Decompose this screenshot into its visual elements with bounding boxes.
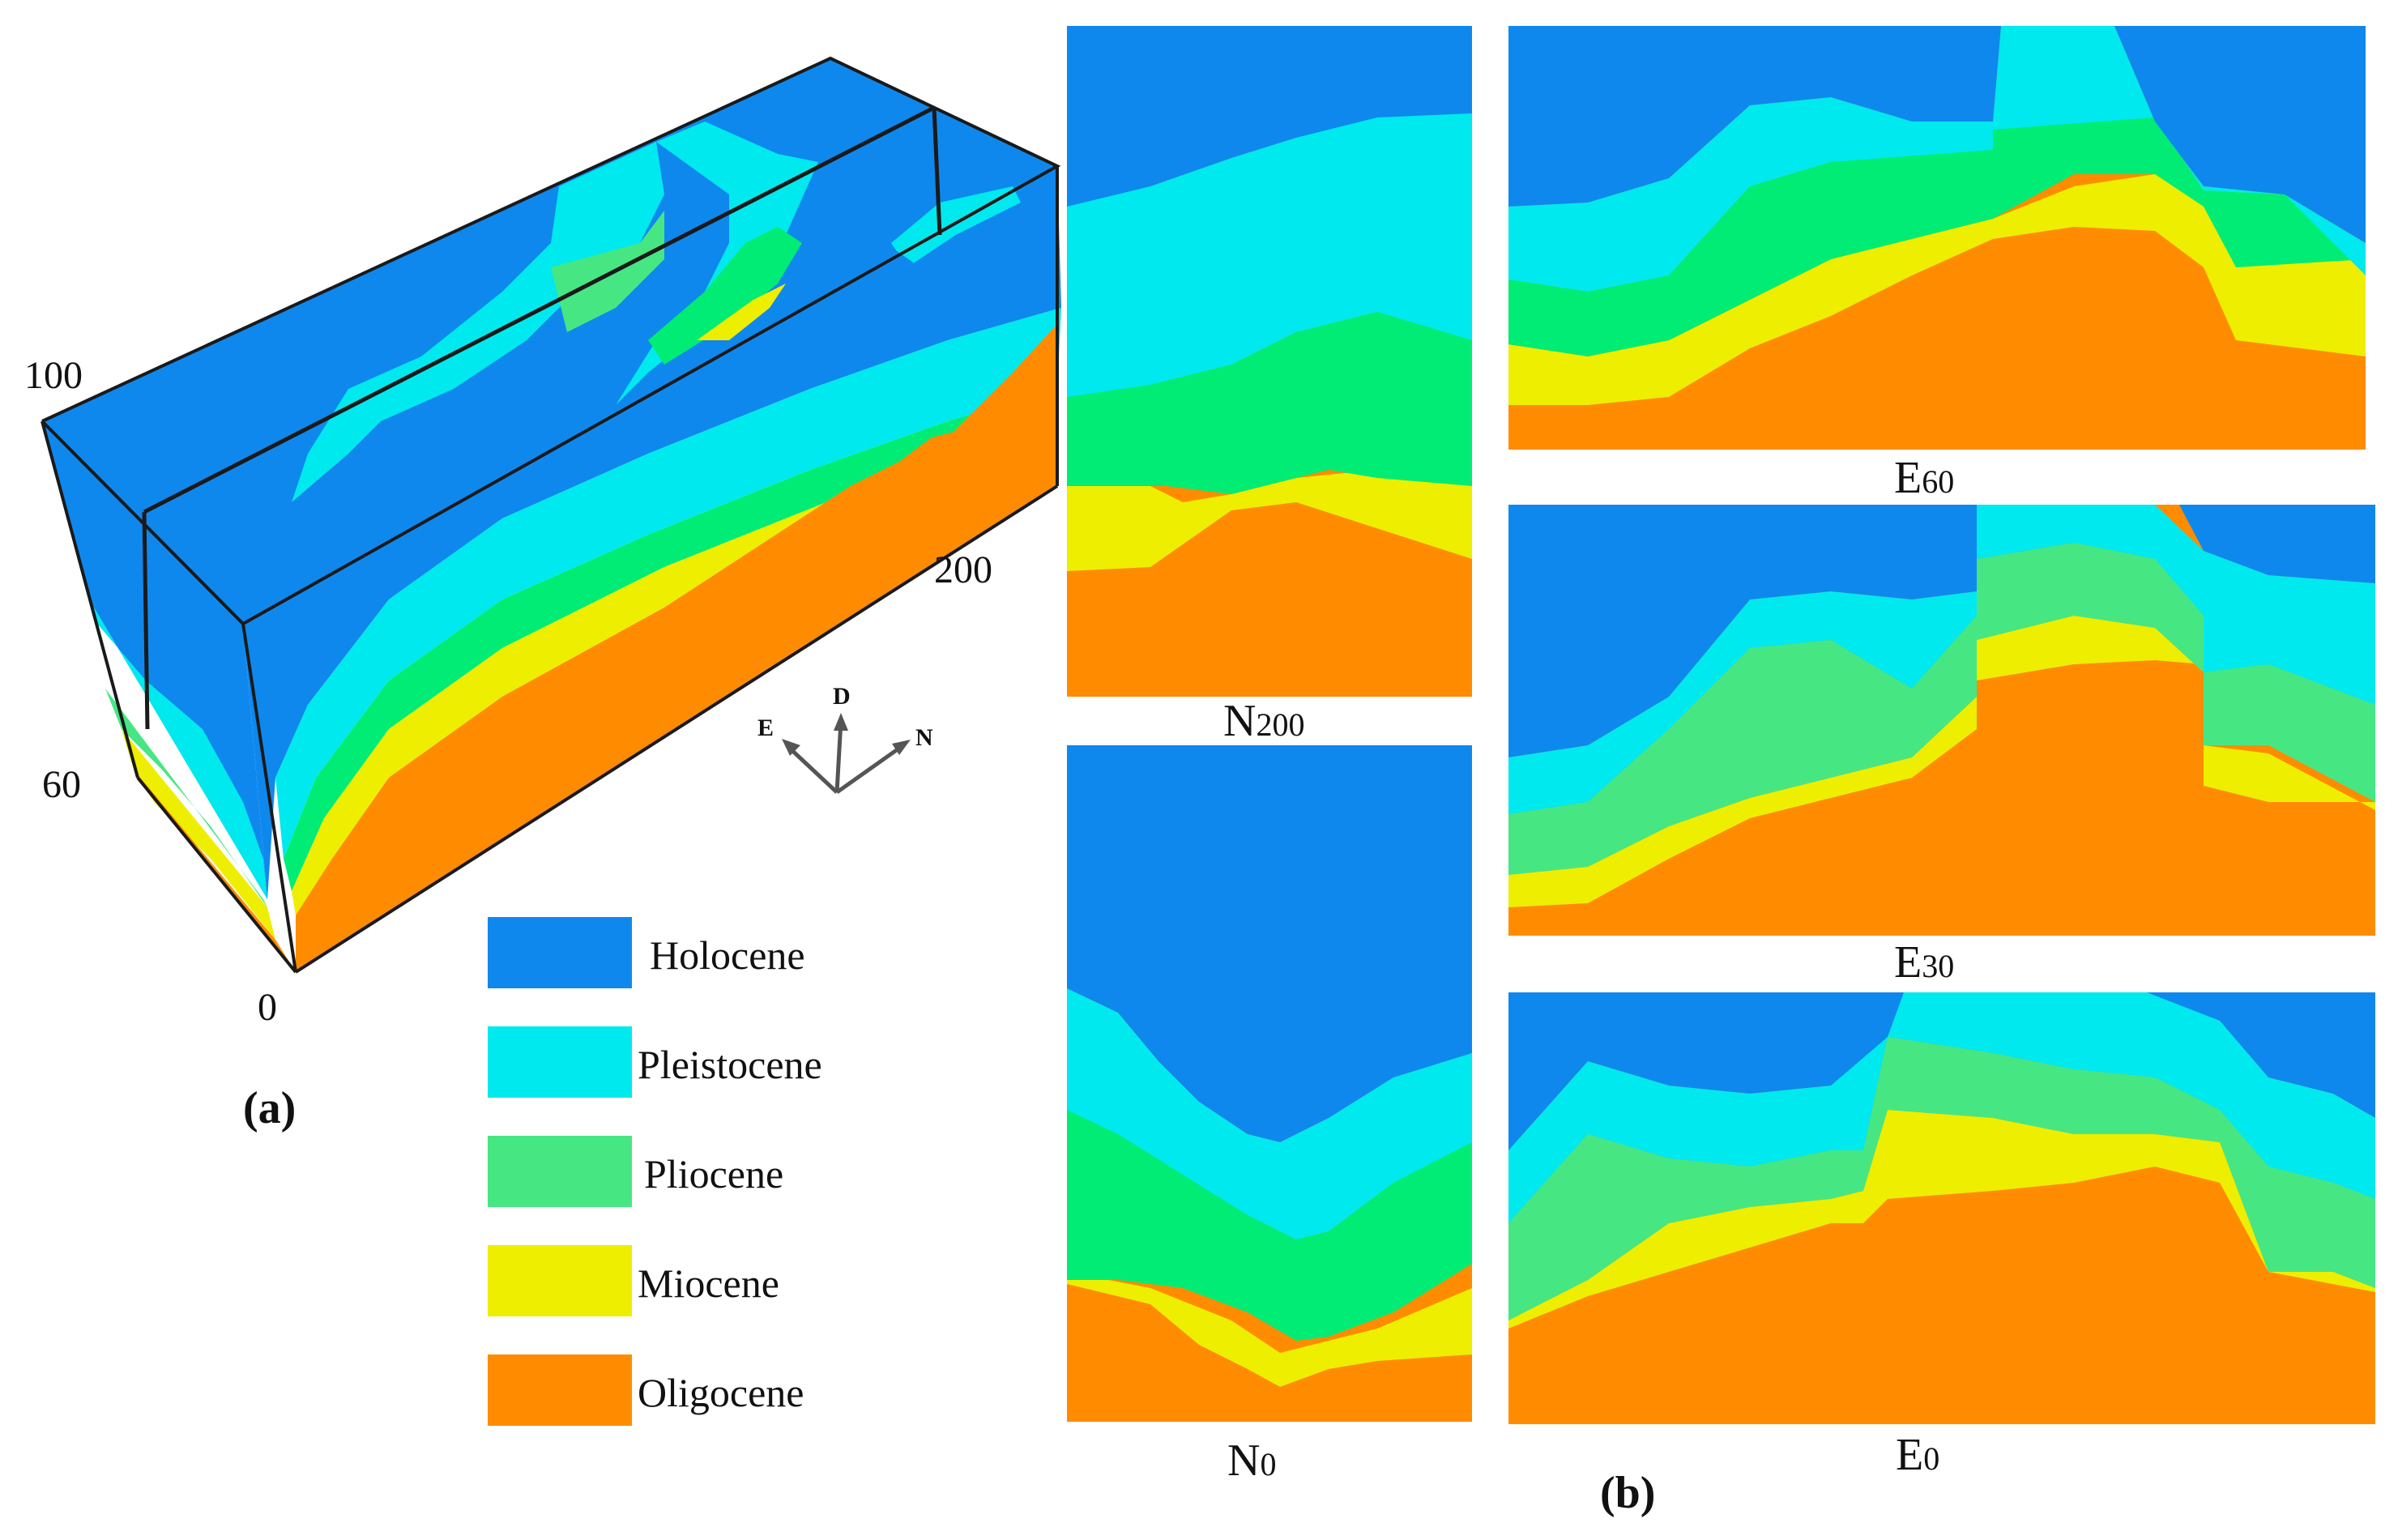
section-label-E30-sub: 30: [1922, 948, 1955, 984]
block-3d: [41, 56, 1061, 974]
direction-label-n: N: [915, 724, 933, 751]
legend-swatch-holocene: [488, 917, 632, 988]
arrow-down-head: [834, 713, 848, 731]
section-label-E30: E30: [1894, 940, 1954, 985]
section-E30: [1508, 505, 2375, 936]
panel-label-a: (a): [243, 1083, 297, 1133]
direction-label-e: E: [757, 715, 774, 741]
section-label-E0-sub: 0: [1923, 1440, 1940, 1477]
section-label-N200-main: N: [1223, 696, 1257, 746]
panel-label-b: (b): [1600, 1468, 1656, 1518]
legend-label-miocene: Miocene: [638, 1261, 779, 1306]
block-front-face: [243, 166, 1061, 972]
legend-swatch-miocene: [488, 1245, 632, 1316]
block-edges: [41, 56, 1061, 974]
legend-label-pleistocene: Pleistocene: [638, 1042, 822, 1087]
section-N0: [1067, 745, 1472, 1422]
block-slice-lines: [142, 105, 942, 730]
section-label-N200-sub: 200: [1256, 706, 1305, 743]
section-N200: [1067, 26, 1472, 697]
arrow-east-head: [782, 739, 800, 756]
section-label-N0: N0: [1227, 1438, 1276, 1483]
section-E0: [1508, 992, 2375, 1424]
direction-indicator: [782, 713, 911, 795]
section-E60: [1508, 26, 2366, 450]
direction-label-d: D: [833, 683, 851, 710]
section-label-N0-main: N: [1227, 1435, 1261, 1486]
legend-label-pliocene: Pliocene: [644, 1151, 784, 1197]
legend-swatch-oligocene: [488, 1354, 632, 1426]
axis-label-0: 0: [258, 986, 277, 1029]
legend-label-oligocene: Oligocene: [638, 1370, 804, 1415]
arrow-down: [834, 720, 843, 793]
arrow-north-head: [892, 740, 911, 755]
section-label-E0: E0: [1896, 1432, 1939, 1478]
axis-label-200: 200: [934, 548, 992, 591]
section-label-E60-sub: 60: [1922, 463, 1955, 500]
section-label-E30-main: E: [1894, 937, 1922, 988]
section-label-E60-main: E: [1894, 453, 1922, 503]
section-label-E60: E60: [1894, 455, 1954, 501]
axis-label-60: 60: [42, 763, 81, 806]
section-label-N0-sub: 0: [1260, 1446, 1277, 1482]
section-label-E0-main: E: [1896, 1430, 1924, 1480]
legend-label-holocene: Holocene: [650, 932, 805, 978]
axis-label-100: 100: [24, 354, 83, 397]
legend-swatch-pliocene: [488, 1136, 632, 1207]
legend-swatch-pleistocene: [488, 1026, 632, 1098]
arrow-east: [786, 744, 838, 794]
arrow-north: [835, 743, 905, 795]
section-label-N200: N200: [1223, 698, 1304, 744]
